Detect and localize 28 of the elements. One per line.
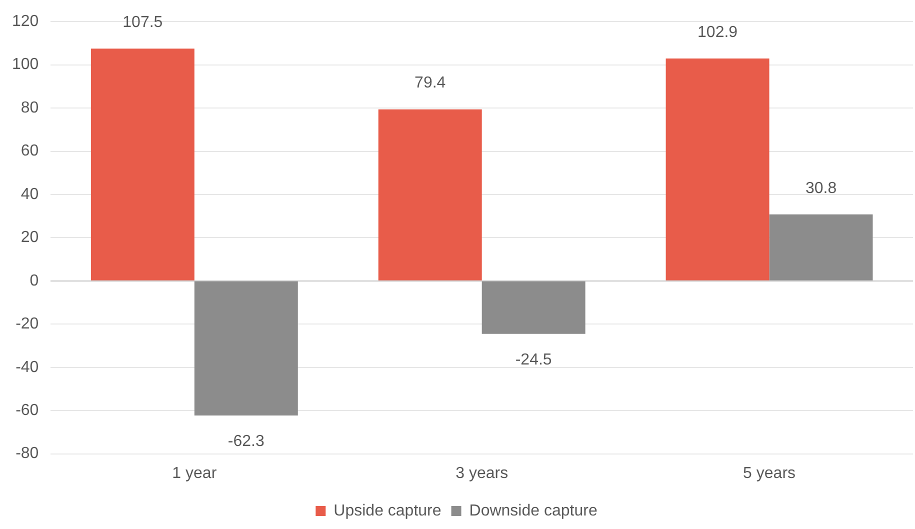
- bar: [378, 109, 482, 280]
- y-tick-label: 40: [20, 186, 39, 203]
- x-tick-label: 5 years: [743, 464, 796, 482]
- bar: [90, 48, 194, 280]
- y-tick-label: 100: [12, 56, 39, 74]
- y-tick-label: -60: [16, 402, 39, 419]
- data-label: 102.9: [698, 24, 738, 41]
- y-tick-label: 120: [12, 13, 39, 30]
- data-label: -24.5: [515, 351, 552, 368]
- data-label: -62.3: [228, 432, 264, 450]
- y-tick-label: -80: [16, 445, 39, 462]
- y-tick-label: 60: [20, 142, 39, 160]
- x-tick-label: 3 years: [456, 464, 508, 482]
- y-tick-label: -20: [16, 316, 39, 333]
- data-label: 30.8: [805, 180, 837, 197]
- y-tick-label: -40: [16, 358, 39, 376]
- bar: [482, 281, 586, 334]
- y-tick-label: 20: [20, 229, 39, 246]
- x-tick-label: 1 year: [172, 464, 218, 482]
- data-label: 107.5: [122, 14, 163, 32]
- legend-label: Upside capture: [334, 502, 442, 520]
- bar: [769, 214, 873, 280]
- legend-label: Downside capture: [469, 502, 598, 520]
- y-tick-label: 0: [30, 272, 39, 290]
- bar: [194, 281, 298, 416]
- y-tick-label: 80: [20, 99, 39, 116]
- data-label: 79.4: [414, 74, 446, 92]
- bar: [666, 58, 770, 280]
